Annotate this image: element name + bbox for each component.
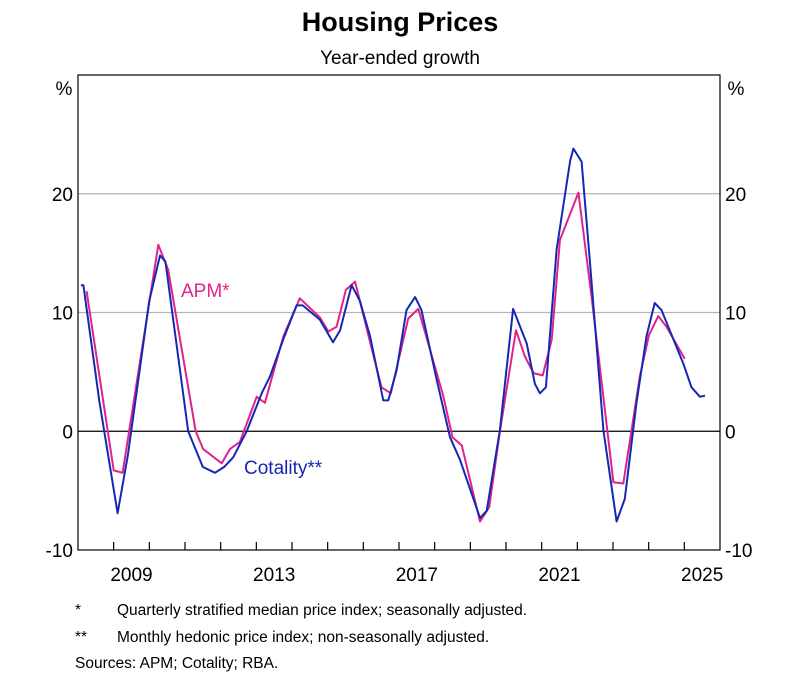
x-tick-label: 2013 [253, 565, 295, 586]
footnote-apm: * Quarterly stratified median price inde… [75, 598, 527, 625]
y-tick-label-right: 10 [725, 304, 746, 325]
footnote-text: Quarterly stratified median price index;… [117, 602, 528, 619]
y-tick-label-right: -10 [725, 541, 752, 562]
chart-title: Housing Prices [302, 7, 499, 37]
footnote-mark: ** [75, 628, 88, 646]
y-tick-label-right: 20 [725, 185, 746, 206]
chart-subtitle: Year-ended growth [320, 48, 480, 69]
footnote-mark: * [75, 602, 82, 619]
y-tick-label-left: 10 [52, 304, 73, 325]
sources: Sources: APM; Cotality; RBA. [75, 651, 527, 678]
series-label-cotality: Cotality** [244, 458, 323, 479]
y-tick-label-left: -10 [46, 541, 73, 562]
footnote-text: Monthly hedonic price index; non-seasona… [117, 628, 490, 646]
y-tick-label-left: 0 [62, 422, 73, 443]
footnotes: * Quarterly stratified median price inde… [75, 598, 527, 678]
y-tick-label-left: 20 [52, 185, 73, 206]
y-unit-left: % [56, 79, 73, 100]
footnote-cotality: ** Monthly hedonic price index; non-seas… [75, 625, 527, 652]
y-tick-label-right: 0 [725, 422, 736, 443]
y-unit-right: % [728, 79, 745, 100]
x-tick-label: 2025 [681, 565, 723, 586]
plot-frame [77, 74, 721, 551]
cotality-series-line [80, 147, 706, 523]
apm-series-line [85, 191, 686, 523]
sources-text: Sources: APM; Cotality; RBA. [75, 655, 279, 672]
x-tick-label: 2009 [110, 565, 152, 586]
x-tick-label: 2017 [396, 565, 438, 586]
series-label-apm: APM* [181, 281, 230, 302]
x-tick-label: 2021 [538, 565, 580, 586]
